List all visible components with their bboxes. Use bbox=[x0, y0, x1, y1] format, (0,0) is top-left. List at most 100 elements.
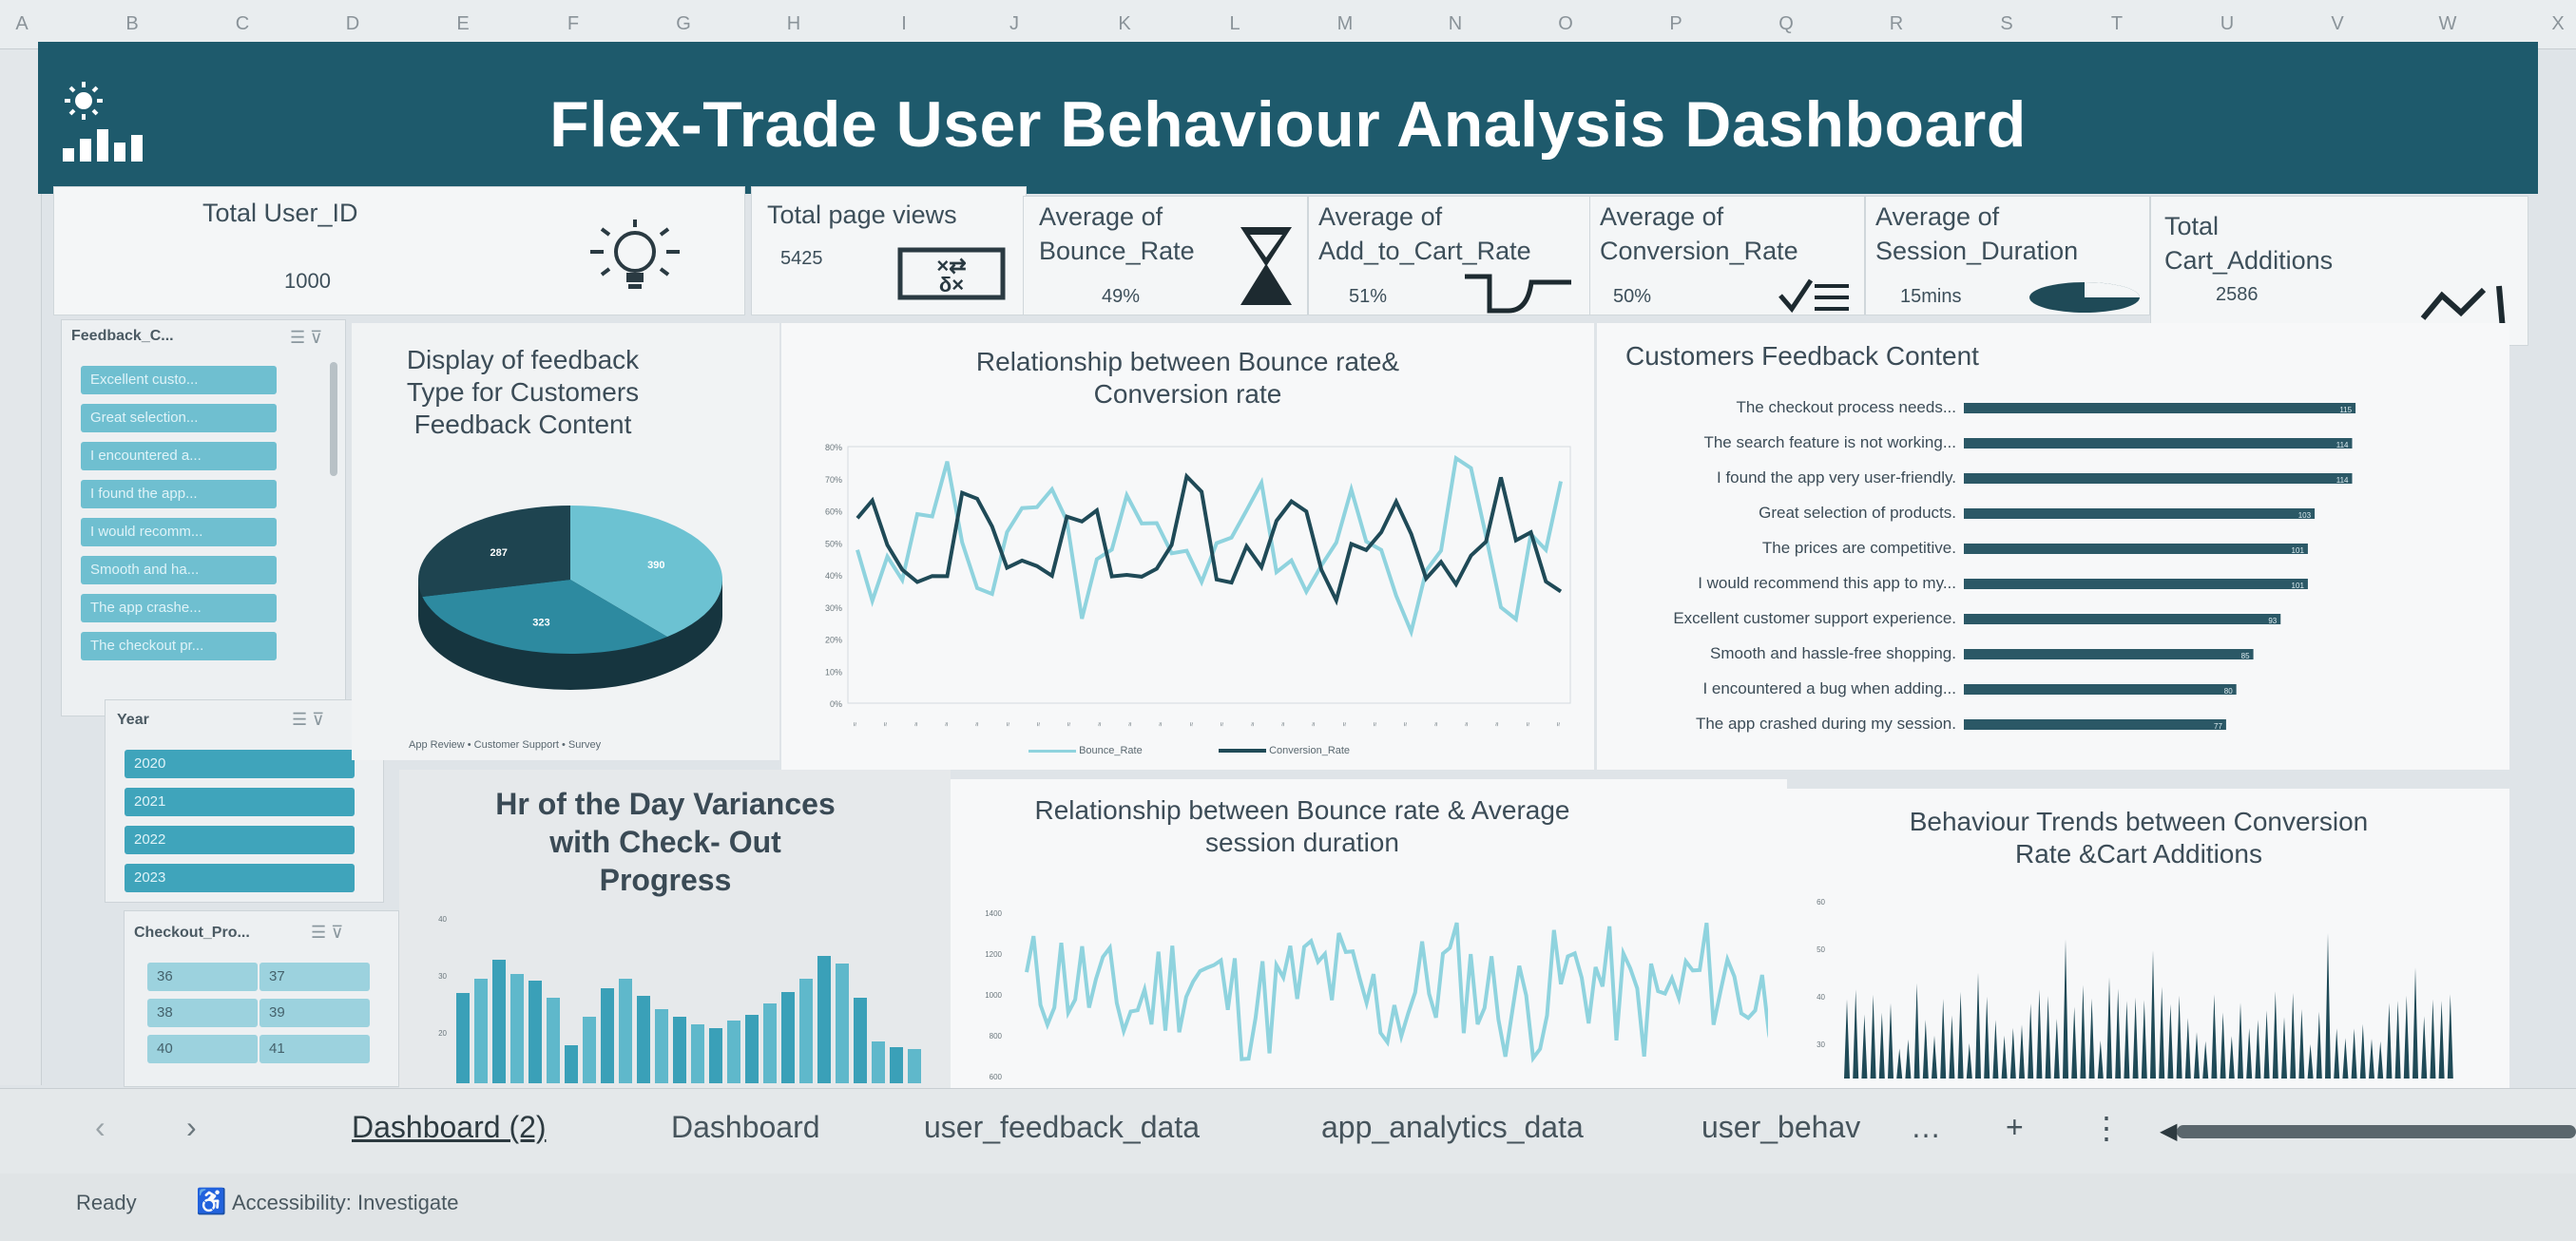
histogram-bar bbox=[601, 988, 614, 1083]
column-letter[interactable]: A bbox=[15, 13, 29, 34]
tab-user-feedback-data[interactable]: user_feedback_data bbox=[924, 1110, 1200, 1144]
slicer-item[interactable]: 2020 bbox=[125, 750, 355, 778]
scroll-left-arrow-icon[interactable]: ◀ bbox=[2160, 1118, 2178, 1144]
histogram-bar bbox=[872, 1041, 885, 1083]
column-letter[interactable]: T bbox=[2110, 13, 2124, 34]
column-letter[interactable]: H bbox=[786, 13, 801, 34]
line-chart-2-plot[interactable]: 1400 1200 1000 800 600 bbox=[970, 903, 1768, 1088]
multi-select-icon[interactable]: ☰ ⊽ bbox=[311, 923, 344, 942]
column-letter[interactable]: O bbox=[1558, 13, 1573, 34]
column-letter[interactable]: N bbox=[1448, 13, 1463, 34]
feedback-slicer[interactable]: Feedback_C... ☰ ⊽ Excellent custo... Gre… bbox=[61, 319, 346, 716]
column-letter[interactable]: F bbox=[567, 13, 580, 34]
bar-value-label: 114 bbox=[2336, 441, 2349, 449]
y-tick-label: 20 bbox=[438, 1029, 447, 1038]
bar bbox=[1964, 473, 2353, 484]
slicer-item[interactable]: The app crashe... bbox=[81, 594, 277, 622]
histogram-bar bbox=[619, 979, 632, 1083]
slicer-item[interactable]: 41 bbox=[260, 1035, 370, 1063]
slicer-item[interactable]: I encountered a... bbox=[81, 442, 277, 470]
title-line: Hr of the Day Variances bbox=[495, 787, 836, 821]
add-sheet-button[interactable]: + bbox=[2006, 1110, 2024, 1144]
column-letter[interactable]: W bbox=[2438, 13, 2457, 34]
bar bbox=[1964, 719, 2226, 730]
histogram-bar bbox=[456, 993, 470, 1083]
column-letter[interactable]: C bbox=[235, 13, 250, 34]
slicer-item[interactable]: 40 bbox=[147, 1035, 258, 1063]
tab-app-analytics-data[interactable]: app_analytics_data bbox=[1321, 1110, 1584, 1144]
bar bbox=[1964, 614, 2281, 624]
kpi-label-line2: Add_to_Cart_Rate bbox=[1318, 237, 1531, 265]
legend-conversion: Conversion_Rate bbox=[1219, 745, 1350, 756]
bar bbox=[1964, 684, 2237, 695]
scroll-left-icon[interactable]: ‹ bbox=[95, 1110, 106, 1144]
column-letter[interactable]: R bbox=[1889, 13, 1904, 34]
pie-chart-panel: Display of feedback Type for Customers F… bbox=[352, 323, 779, 760]
status-ready: Ready bbox=[76, 1191, 137, 1214]
tab-dashboard[interactable]: Dashboard bbox=[671, 1110, 820, 1144]
year-slicer[interactable]: Year ☰ ⊽ 2020 2021 2022 2023 bbox=[105, 699, 384, 903]
horizontal-scrollbar[interactable] bbox=[2177, 1125, 2576, 1138]
column-letter[interactable]: Q bbox=[1778, 13, 1794, 34]
slicer-scrollbar[interactable] bbox=[330, 362, 337, 476]
slicer-item[interactable]: Excellent custo... bbox=[81, 366, 277, 394]
x-tick-label: ≈ bbox=[912, 721, 920, 726]
column-letter[interactable]: U bbox=[2220, 13, 2235, 34]
column-letter[interactable]: M bbox=[1336, 13, 1354, 34]
tab-dashboard-2[interactable]: Dashboard (2) bbox=[352, 1110, 547, 1144]
slicer-item[interactable]: I found the app... bbox=[81, 480, 277, 508]
more-tabs-button[interactable]: … bbox=[1911, 1110, 1941, 1144]
slicer-title: Year bbox=[117, 712, 149, 728]
kpi-value: 15mins bbox=[1900, 286, 1962, 307]
column-letter[interactable]: I bbox=[901, 13, 907, 34]
multi-select-icon[interactable]: ☰ ⊽ bbox=[292, 710, 325, 729]
pie-chart[interactable]: 390 323 287 bbox=[409, 494, 732, 722]
slicer-item[interactable]: 2021 bbox=[125, 788, 355, 816]
title-line: Feedback Content bbox=[413, 410, 632, 439]
slicer-item[interactable]: Great selection... bbox=[81, 404, 277, 432]
tab-user-behav[interactable]: user_behav bbox=[1701, 1110, 1861, 1144]
bar-category-label: Smooth and hassle-free shopping. bbox=[1710, 644, 1956, 662]
slicer-item[interactable]: 39 bbox=[260, 999, 370, 1027]
bar-chart-plot[interactable]: The checkout process needs... 115 The sear… bbox=[1597, 390, 2509, 751]
column-letter[interactable]: X bbox=[2551, 13, 2565, 34]
slicer-item[interactable]: 38 bbox=[147, 999, 258, 1027]
status-accessibility[interactable]: Accessibility: Investigate bbox=[232, 1191, 459, 1214]
slicer-item[interactable]: 2022 bbox=[125, 826, 355, 854]
vertical-dots-icon[interactable]: ⋮ bbox=[2091, 1111, 2122, 1145]
slicer-item[interactable]: 2023 bbox=[125, 864, 355, 892]
column-letter[interactable]: K bbox=[1118, 13, 1131, 34]
line-chart-plot[interactable]: 80% 70% 60% 50% 40% 30% 20% 10% 0% ≈ ≈ ≈ ≈ ≈ ≈ ≈ ≈ ≈ ≈ ≈ ≈ ≈ ≈… bbox=[800, 418, 1580, 741]
accessibility-icon[interactable]: ♿ bbox=[196, 1187, 227, 1215]
slicer-item[interactable]: I would recomm... bbox=[81, 518, 277, 546]
column-letter[interactable]: L bbox=[1229, 13, 1240, 34]
x-tick-label: ≈ bbox=[1554, 721, 1563, 726]
bar bbox=[1964, 438, 2353, 449]
column-letter[interactable]: E bbox=[456, 13, 470, 34]
checkout-progress-slicer[interactable]: Checkout_Pro... ☰ ⊽ 36 37 38 39 40 41 bbox=[124, 910, 399, 1087]
multi-select-icon[interactable]: ☰ ⊽ bbox=[290, 328, 323, 347]
column-letter[interactable]: V bbox=[2331, 13, 2344, 34]
column-header-bar: A B C D E F G H I J K L M N O P Q R S T U V W X bbox=[0, 0, 2576, 49]
x-tick-label: ≈ bbox=[851, 721, 859, 726]
slicer-item[interactable]: Smooth and ha... bbox=[81, 556, 277, 584]
column-letter[interactable]: P bbox=[1669, 13, 1682, 34]
column-letter[interactable]: D bbox=[345, 13, 360, 34]
column-letter[interactable]: S bbox=[2000, 13, 2013, 34]
column-letter[interactable]: J bbox=[1009, 13, 1019, 34]
y-tick-label: 60 bbox=[1817, 898, 1825, 907]
kpi-label-line1: Average of bbox=[1600, 202, 1724, 231]
trend-chart-plot[interactable]: 60 50 40 30 bbox=[1787, 884, 2509, 1088]
histogram-plot[interactable]: 40 30 20 bbox=[418, 893, 941, 1083]
slicer-item[interactable]: The checkout pr... bbox=[81, 632, 277, 660]
scroll-right-icon[interactable]: › bbox=[186, 1110, 197, 1144]
session-duration-line bbox=[1025, 922, 1768, 1063]
title-line: with Check- Out bbox=[549, 825, 781, 859]
slicer-item[interactable]: 37 bbox=[260, 963, 370, 991]
column-letter[interactable]: G bbox=[676, 13, 691, 34]
column-letter[interactable]: B bbox=[125, 13, 139, 34]
histogram-bar bbox=[890, 1047, 903, 1083]
slicer-item[interactable]: 36 bbox=[147, 963, 258, 991]
pie-slice-label: 323 bbox=[532, 617, 549, 628]
y-tick-label: 80% bbox=[825, 443, 842, 452]
